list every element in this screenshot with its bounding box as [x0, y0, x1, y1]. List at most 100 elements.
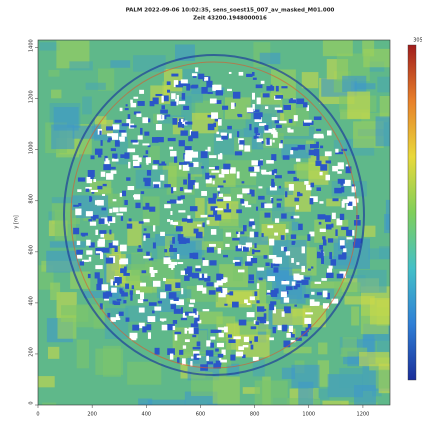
building	[170, 220, 173, 224]
building	[223, 255, 228, 257]
building	[254, 232, 258, 237]
building	[236, 209, 242, 213]
building	[194, 229, 199, 234]
building	[142, 299, 148, 301]
building	[273, 140, 275, 143]
building	[257, 267, 264, 270]
building	[171, 304, 176, 309]
building	[218, 185, 224, 187]
building	[164, 204, 171, 208]
building	[335, 229, 337, 236]
building	[99, 131, 101, 135]
texture	[86, 83, 106, 90]
building	[326, 273, 333, 278]
building	[285, 229, 288, 233]
building	[256, 84, 263, 88]
building	[254, 127, 258, 133]
building	[113, 207, 119, 212]
building	[188, 273, 194, 277]
building	[326, 224, 332, 229]
building	[147, 170, 151, 176]
building	[282, 311, 285, 316]
building	[147, 316, 155, 322]
building	[173, 326, 175, 330]
building	[95, 265, 102, 269]
building	[222, 106, 228, 110]
building	[153, 225, 155, 231]
building	[90, 222, 96, 226]
building	[183, 165, 190, 171]
building	[328, 238, 333, 242]
building	[314, 116, 322, 120]
building	[173, 222, 178, 225]
building	[250, 232, 254, 238]
building	[120, 258, 128, 264]
building	[340, 214, 344, 220]
building	[207, 247, 214, 252]
building	[80, 261, 84, 265]
building	[180, 187, 183, 191]
building	[78, 203, 81, 206]
building	[218, 86, 221, 90]
x-tick-label: 1200	[357, 412, 370, 418]
colorbar	[408, 45, 416, 380]
building	[258, 186, 262, 188]
building	[302, 280, 309, 285]
building	[296, 275, 304, 279]
building	[115, 283, 117, 286]
building	[210, 343, 214, 348]
building	[160, 175, 164, 181]
building	[177, 357, 179, 363]
building	[216, 90, 223, 95]
building	[281, 291, 287, 297]
building	[291, 258, 294, 263]
building	[179, 162, 187, 165]
building	[108, 223, 110, 225]
building	[77, 189, 81, 192]
texture	[322, 401, 348, 422]
building	[275, 218, 279, 223]
building	[95, 272, 100, 278]
building	[247, 303, 251, 305]
building	[146, 252, 150, 256]
building	[197, 285, 203, 291]
building	[215, 166, 219, 170]
texture	[380, 96, 403, 118]
building	[294, 305, 297, 307]
building	[261, 170, 266, 174]
building	[77, 255, 82, 259]
building	[111, 279, 114, 285]
building	[146, 157, 151, 163]
building	[249, 274, 254, 280]
building	[223, 197, 231, 201]
building	[178, 101, 185, 104]
building	[243, 247, 249, 252]
building	[138, 157, 142, 162]
building	[224, 304, 227, 306]
building	[206, 81, 212, 88]
building	[237, 194, 243, 198]
building	[272, 117, 278, 120]
texture	[69, 61, 92, 70]
building	[281, 235, 285, 240]
building	[127, 148, 135, 152]
building	[322, 236, 325, 239]
building	[253, 166, 259, 172]
building	[216, 132, 219, 134]
building	[287, 128, 290, 133]
building	[154, 307, 161, 311]
building	[304, 120, 312, 123]
building	[159, 163, 167, 165]
building	[277, 110, 283, 113]
building	[264, 203, 272, 208]
y-tick-label: 400	[29, 296, 35, 306]
building	[107, 133, 115, 136]
building	[189, 304, 194, 307]
building	[341, 227, 348, 230]
building	[111, 170, 117, 173]
building	[140, 292, 144, 299]
building	[167, 81, 171, 85]
building	[238, 245, 241, 249]
building	[228, 334, 232, 337]
texture	[376, 116, 409, 146]
